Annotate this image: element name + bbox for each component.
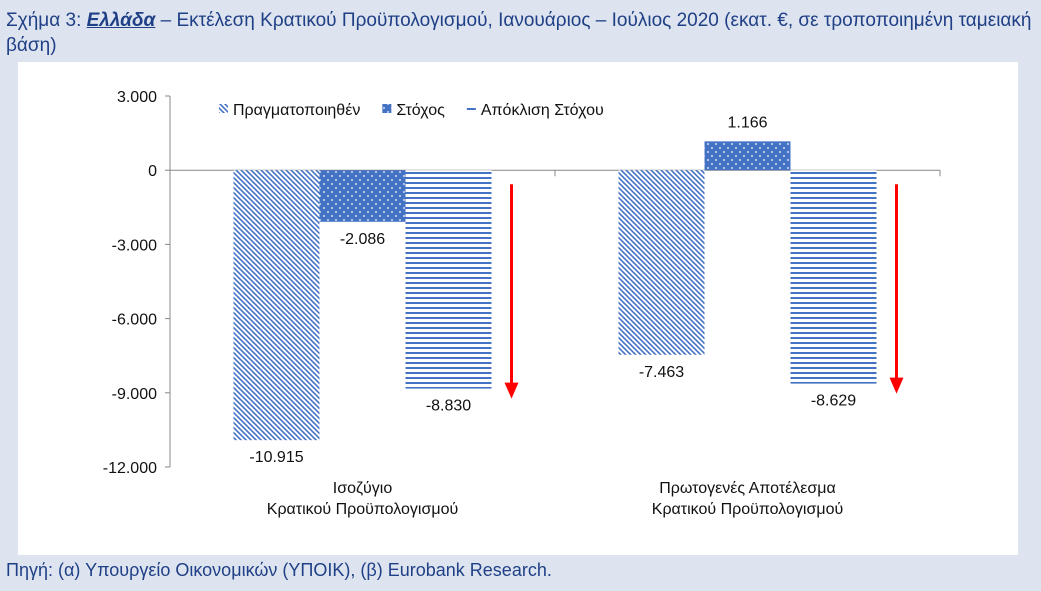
source-note: Πηγή: (α) Υπουργείο Οικονομικών (ΥΠΟΙΚ),…	[6, 560, 552, 580]
category-label: Κρατικού Προϋπολογισμού	[267, 501, 458, 518]
data-label: -2.086	[340, 231, 385, 248]
legend-swatch-diagonal	[219, 104, 228, 113]
legend-label: Πραγματοποιηθέν	[233, 102, 360, 119]
bar-horizontal	[790, 170, 877, 384]
chart-title: Σχήμα 3: Ελλάδα – Εκτέλεση Κρατικού Προϋ…	[6, 8, 1036, 58]
data-label: 1.166	[727, 114, 767, 131]
y-tick-label: -3.000	[112, 237, 157, 254]
bar-dots	[319, 170, 406, 222]
bar-diagonal	[233, 170, 320, 441]
bar-diagonal	[618, 170, 705, 355]
legend-swatch-dots	[382, 104, 392, 113]
country-name: Ελλάδα	[86, 10, 156, 31]
data-label: -8.830	[426, 398, 471, 415]
category-label: Ισοζύγιο	[333, 480, 393, 497]
bar-dots	[704, 141, 791, 171]
y-tick-label: -9.000	[112, 386, 157, 403]
figure-prefix: Σχήμα 3:	[6, 10, 82, 31]
y-tick-label: 0	[148, 163, 157, 180]
data-label: -8.629	[811, 393, 856, 410]
chart-panel: 3.000 0 -3.000 -6.000 -9.000 -12.000 -10.915 -2…	[18, 62, 1018, 555]
legend-label: Απόκλιση Στόχου	[481, 102, 604, 119]
bar-chart: 3.000 0 -3.000 -6.000 -9.000 -12.000 -10.915 -2…	[103, 89, 941, 518]
y-tick-label: 3.000	[117, 89, 157, 106]
arrow-head	[889, 377, 904, 394]
y-tick-label: -6.000	[112, 312, 157, 329]
category-label: Πρωτογενές Αποτέλεσμα	[659, 480, 836, 497]
y-tick-label: -12.000	[103, 460, 157, 477]
arrow-head	[504, 382, 519, 399]
data-label: -10.915	[249, 449, 303, 466]
title-text: – Εκτέλεση Κρατικού Προϋπολογισμού, Ιανο…	[6, 10, 1032, 56]
bar-horizontal	[405, 170, 492, 389]
data-label: -7.463	[639, 364, 684, 381]
legend-label: Στόχος	[396, 102, 445, 119]
category-label: Κρατικού Προϋπολογισμού	[652, 501, 843, 518]
